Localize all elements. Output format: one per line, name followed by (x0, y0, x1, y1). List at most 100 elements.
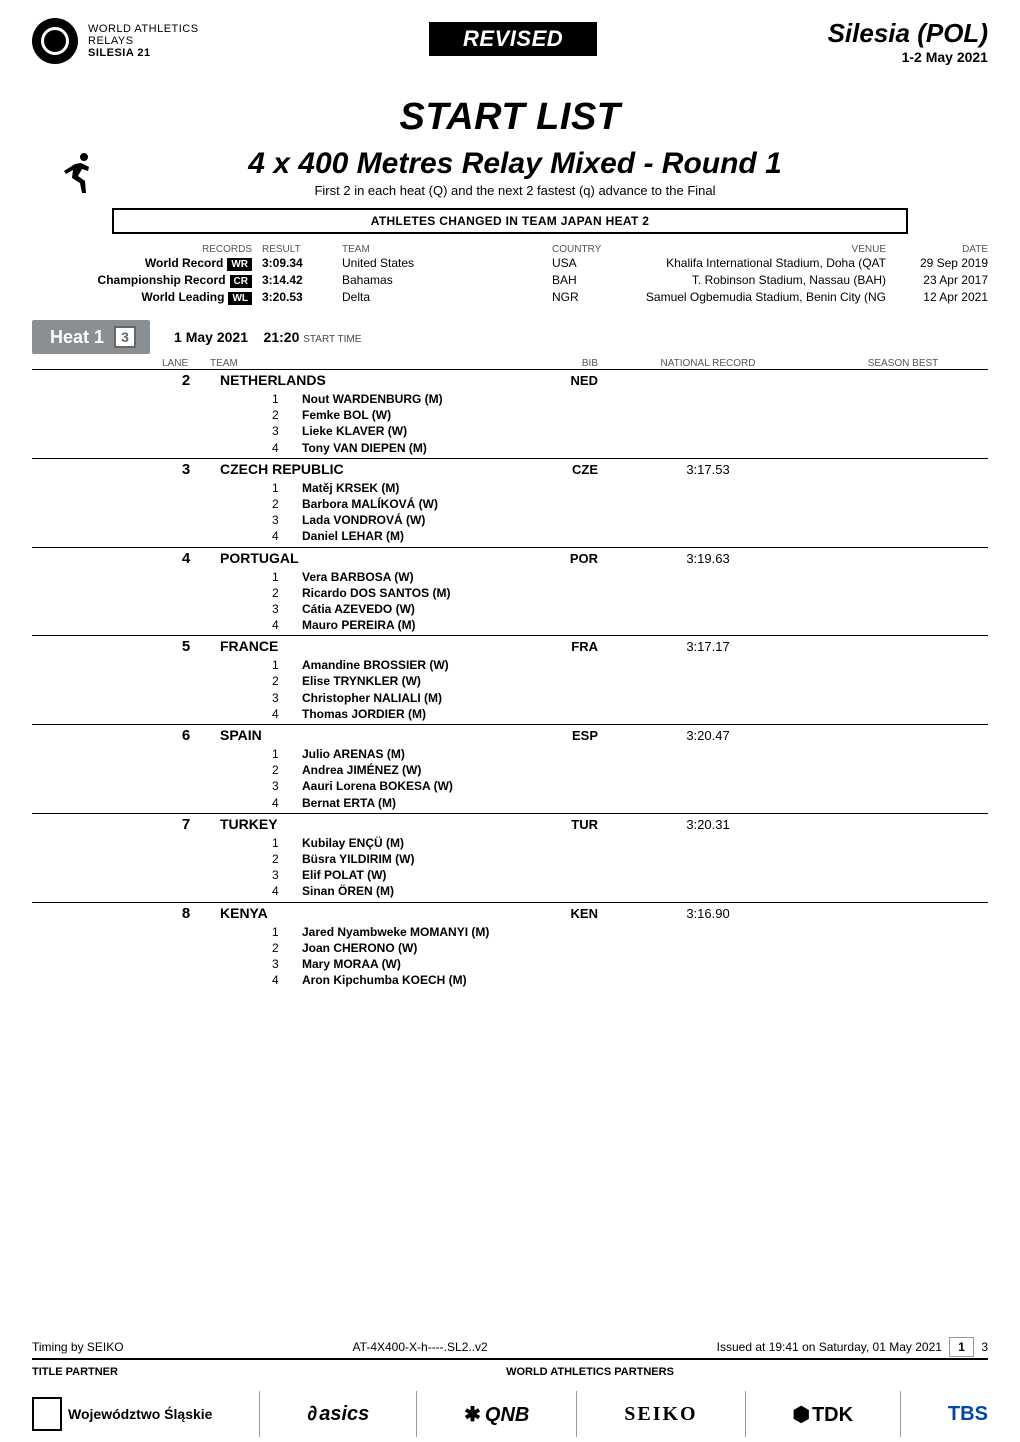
athlete-row: 2Andrea JIMÉNEZ (W) (272, 762, 988, 778)
lane-block: 2NETHERLANDSNED1Nout WARDENBURG (M)2Femk… (32, 369, 988, 458)
national-record: 3:17.53 (598, 462, 818, 477)
country-code: POR (508, 551, 598, 566)
athlete-order: 4 (272, 440, 302, 456)
col-date: DATE (898, 244, 988, 255)
sponsor-woj-text: Województwo Śląskie (68, 1406, 212, 1422)
record-country: BAH (552, 273, 642, 288)
athlete-name: Sinan ÖREN (M) (302, 883, 394, 899)
team-name: KENYA (210, 905, 508, 921)
event-title: 4 x 400 Metres Relay Mixed - Round 1 (42, 147, 988, 181)
athlete-order: 2 (272, 496, 302, 512)
timing-credit: Timing by SEIKO (32, 1340, 124, 1354)
record-label: World RecordWR (32, 256, 262, 271)
athlete-name: Elise TRYNKLER (W) (302, 673, 421, 689)
athlete-name: Joan CHERONO (W) (302, 940, 417, 956)
col-records: RECORDS (32, 244, 262, 255)
col-team: TEAM (342, 244, 552, 255)
heat-meta: 1 May 2021 21:20 START TIME (174, 329, 361, 345)
athlete-row: 1Julio ARENAS (M) (272, 746, 988, 762)
athlete-row: 1Kubilay ENÇÜ (M) (272, 835, 988, 851)
athletes-list: 1Julio ARENAS (M)2Andrea JIMÉNEZ (W)3Aau… (162, 746, 988, 811)
team-name: FRANCE (210, 638, 508, 654)
record-country: USA (552, 256, 642, 271)
athlete-row: 4Tony VAN DIEPEN (M) (272, 440, 988, 456)
lane-number: 6 (162, 727, 210, 744)
lane-number: 4 (162, 550, 210, 567)
venue-dates: 1-2 May 2021 (828, 49, 988, 65)
athlete-name: Cátia AZEVEDO (W) (302, 601, 415, 617)
lane-number: 8 (162, 905, 210, 922)
heat-start-time: 21:20 (264, 329, 300, 345)
athlete-row: 4Thomas JORDIER (M) (272, 706, 988, 722)
athlete-name: Femke BOL (W) (302, 407, 391, 423)
heat-bar: Heat 1 3 1 May 2021 21:20 START TIME (32, 320, 988, 354)
country-code: ESP (508, 728, 598, 743)
record-result: 3:09.34 (262, 256, 342, 271)
page-number: 1 (949, 1337, 974, 1357)
record-team: Bahamas (342, 273, 552, 288)
sponsor-tbs: TBS (948, 1403, 988, 1426)
athlete-order: 2 (272, 851, 302, 867)
crest-icon (32, 1397, 62, 1431)
athlete-order: 1 (272, 746, 302, 762)
country-code: KEN (508, 906, 598, 921)
heat-index: 3 (114, 326, 136, 348)
athlete-name: Lada VONDROVÁ (W) (302, 512, 425, 528)
country-code: TUR (508, 817, 598, 832)
athletes-list: 1Jared Nyambweke MOMANYI (M)2Joan CHERON… (162, 924, 988, 989)
athlete-name: Aron Kipchumba KOECH (M) (302, 972, 467, 988)
athlete-row: 1Matěj KRSEK (M) (272, 480, 988, 496)
athlete-order: 3 (272, 778, 302, 794)
record-venue: T. Robinson Stadium, Nassau (BAH) (642, 273, 898, 288)
venue-city: Silesia (POL) (828, 18, 988, 49)
athlete-order: 4 (272, 883, 302, 899)
athlete-name: Christopher NALIALI (M) (302, 690, 442, 706)
record-date: 12 Apr 2021 (898, 290, 988, 305)
athlete-order: 2 (272, 762, 302, 778)
col-lane: LANE (162, 358, 210, 369)
lane-row: 3CZECH REPUBLICCZE3:17.53 (162, 461, 988, 478)
lane-block: 8KENYAKEN3:16.901Jared Nyambweke MOMANYI… (32, 902, 988, 991)
athlete-row: 3Mary MORAA (W) (272, 956, 988, 972)
athlete-row: 1Vera BARBOSA (W) (272, 569, 988, 585)
doc-id: AT-4X400-X-h----.SL2..v2 (353, 1340, 488, 1354)
athlete-order: 3 (272, 601, 302, 617)
athlete-row: 2Ricardo DOS SANTOS (M) (272, 585, 988, 601)
record-venue: Khalifa International Stadium, Doha (QAT (642, 256, 898, 271)
athletes-list: 1Amandine BROSSIER (W)2Elise TRYNKLER (W… (162, 657, 988, 722)
athlete-row: 3Lada VONDROVÁ (W) (272, 512, 988, 528)
col-country: COUNTRY (552, 244, 642, 255)
divider (900, 1391, 901, 1437)
athlete-order: 1 (272, 480, 302, 496)
sponsor-asics: ∂asics (307, 1403, 369, 1426)
lanes-body: 2NETHERLANDSNED1Nout WARDENBURG (M)2Femk… (32, 369, 988, 990)
lane-row: 4PORTUGALPOR3:19.63 (162, 550, 988, 567)
athlete-name: Aauri Lorena BOKESA (W) (302, 778, 453, 794)
athletes-list: 1Vera BARBOSA (W)2Ricardo DOS SANTOS (M)… (162, 569, 988, 634)
lane-block: 7TURKEYTUR3:20.311Kubilay ENÇÜ (M)2Büsra… (32, 813, 988, 902)
athlete-row: 2Barbora MALÍKOVÁ (W) (272, 496, 988, 512)
athlete-row: 2Femke BOL (W) (272, 407, 988, 423)
national-record: 3:20.31 (598, 817, 818, 832)
athlete-name: Tony VAN DIEPEN (M) (302, 440, 427, 456)
athlete-order: 1 (272, 924, 302, 940)
title-block: START LIST (32, 96, 988, 139)
country-code: NED (508, 373, 598, 388)
heat-label: Heat 1 (50, 327, 104, 348)
page-title: START LIST (32, 96, 988, 139)
record-team: Delta (342, 290, 552, 305)
event-logo: WORLD ATHLETICS RELAYS SILESIA 21 (32, 18, 199, 64)
lane-row: 2NETHERLANDSNED (162, 372, 988, 389)
athlete-name: Jared Nyambweke MOMANYI (M) (302, 924, 489, 940)
lane-row: 8KENYAKEN3:16.90 (162, 905, 988, 922)
record-team: United States (342, 256, 552, 271)
record-badge: WR (227, 258, 252, 271)
col-season-best: SEASON BEST (818, 358, 988, 369)
col-venue: VENUE (642, 244, 898, 255)
athlete-row: 1Amandine BROSSIER (W) (272, 657, 988, 673)
athlete-name: Nout WARDENBURG (M) (302, 391, 443, 407)
athlete-order: 2 (272, 940, 302, 956)
record-label: Championship RecordCR (32, 273, 262, 288)
records-body: World RecordWR3:09.34United StatesUSAKha… (32, 255, 988, 306)
advance-rule: First 2 in each heat (Q) and the next 2 … (42, 183, 988, 198)
